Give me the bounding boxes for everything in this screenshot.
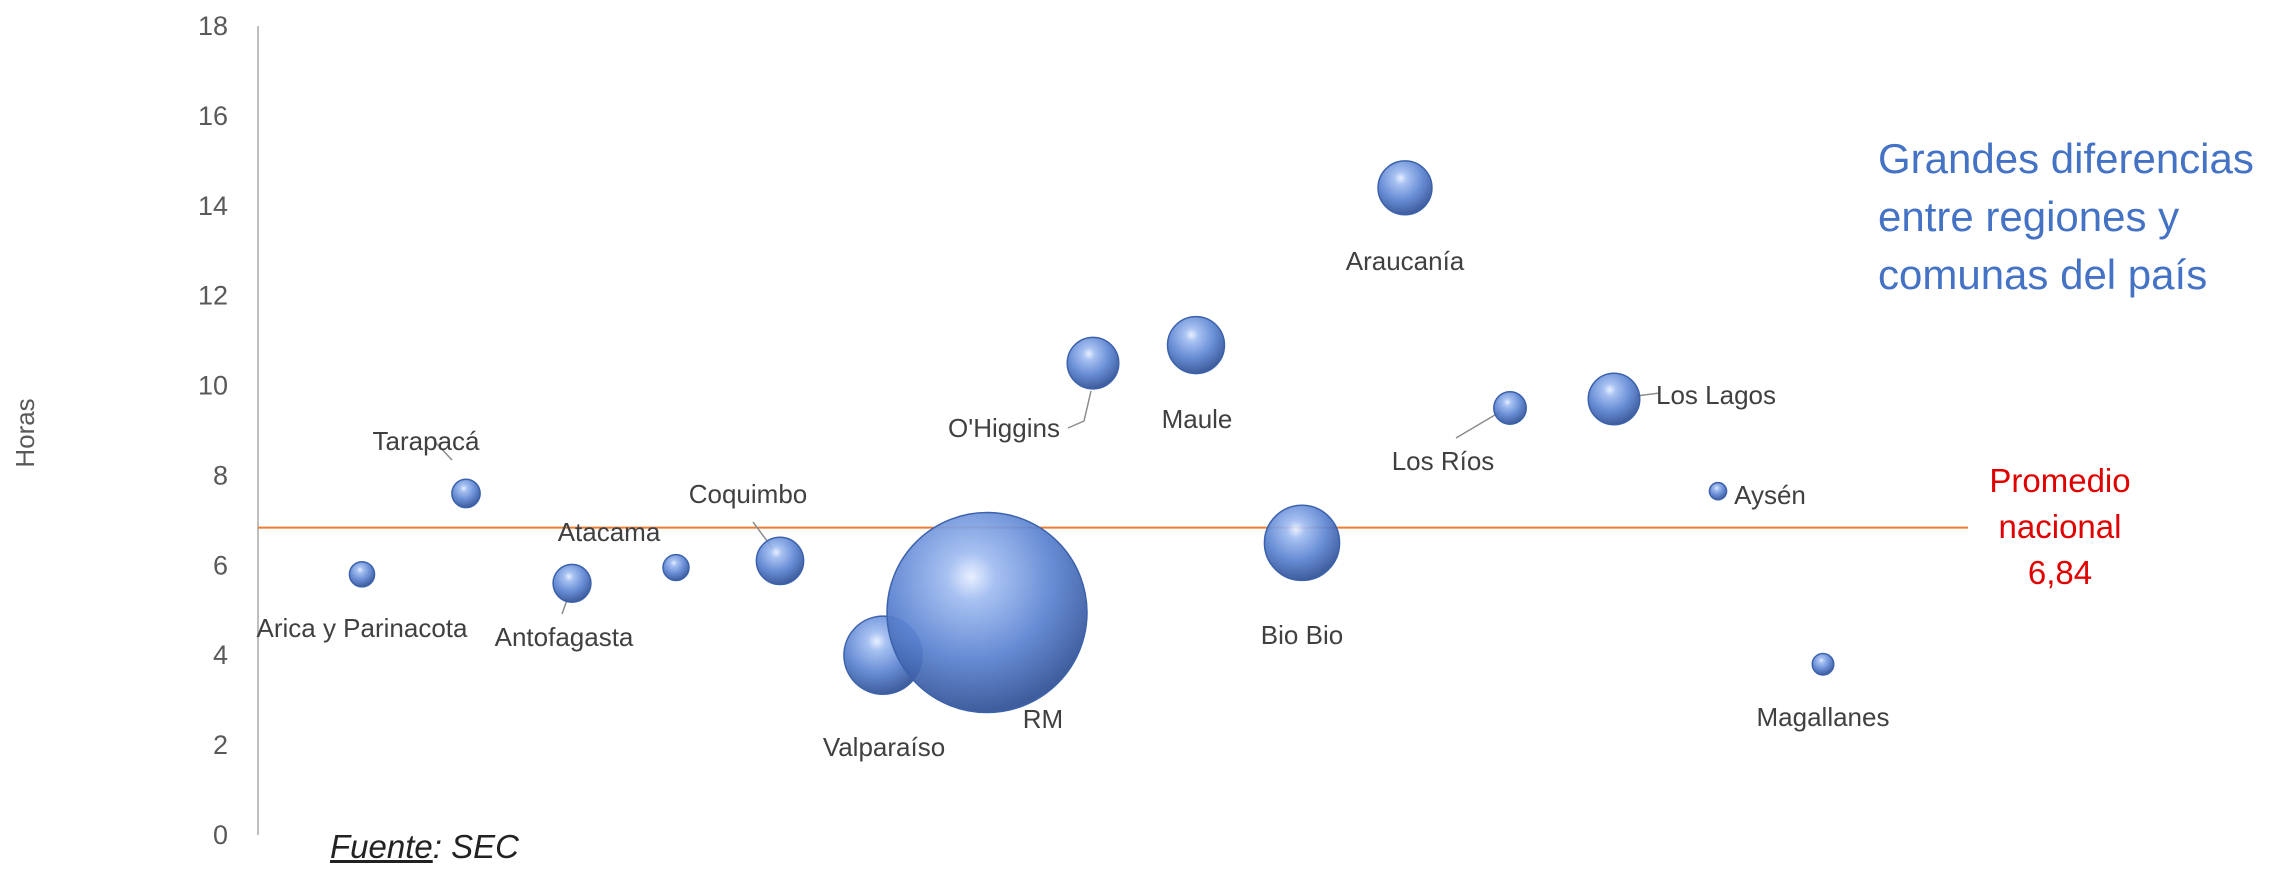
y-tick-label: 16 <box>198 101 228 131</box>
leader-line-los-rios <box>1455 411 1501 439</box>
point-label-araucania: Araucanía <box>1346 246 1465 276</box>
leader-line-o-higgins <box>1067 390 1092 429</box>
point-label-valparaiso: Valparaíso <box>823 732 945 762</box>
point-label-tarapaca: Tarapacá <box>373 426 480 456</box>
annotation-line-3: comunas del país <box>1878 251 2208 298</box>
annotation-line-2: entre regiones y <box>1878 193 2180 240</box>
point-label-rm: RM <box>1023 704 1063 734</box>
y-tick-label: 18 <box>198 11 228 41</box>
point-label-coquimbo: Coquimbo <box>689 479 808 509</box>
y-tick-label: 2 <box>213 730 228 760</box>
point-label-los-lagos: Los Lagos <box>1656 380 1776 410</box>
annotation-text: Grandes diferencias entre regiones y com… <box>1878 130 2254 304</box>
source-note: Fuente: SEC <box>330 828 519 866</box>
y-tick-label: 0 <box>213 820 228 850</box>
bubble-coquimbo <box>755 536 805 586</box>
bubbles <box>348 160 1835 714</box>
average-label-line-2: nacional <box>1998 508 2122 545</box>
average-label-line-1: Promedio <box>1989 462 2131 499</box>
point-label-aysen: Aysén <box>1734 480 1806 510</box>
bubble-antofagasta <box>552 563 592 603</box>
average-label: Promedio nacional 6,84 <box>1950 458 2170 596</box>
bubble-o-higgins <box>1066 336 1120 390</box>
point-label-antofagasta: Antofagasta <box>495 622 634 652</box>
y-tick-label: 4 <box>213 640 228 670</box>
point-label-magallanes: Magallanes <box>1757 702 1890 732</box>
annotation-line-1: Grandes diferencias <box>1878 135 2254 182</box>
point-label-maule: Maule <box>1162 404 1233 434</box>
point-labels: Arica y Parinacota Tarapacá Antofagasta Ata… <box>257 246 1890 762</box>
bubble-los-lagos <box>1587 372 1641 426</box>
bubble-tarapaca <box>451 478 481 509</box>
y-axis: 0 2 4 6 8 10 12 14 16 18 <box>198 11 1968 850</box>
y-tick-label: 14 <box>198 191 228 221</box>
point-label-arica-y-parinacota: Arica y Parinacota <box>257 613 469 643</box>
bubble-atacama <box>662 553 690 582</box>
bubble-aysen <box>1708 481 1728 501</box>
point-label-los-rios: Los Ríos <box>1392 446 1495 476</box>
bubble-maule <box>1166 315 1226 375</box>
bubble-los-rios <box>1493 391 1527 425</box>
average-label-line-3: 6,84 <box>2027 554 2093 591</box>
y-tick-label: 6 <box>213 550 228 580</box>
bubble-bio-bio <box>1263 504 1341 582</box>
point-label-o-higgins: O'Higgins <box>948 413 1060 443</box>
bubble-rm <box>886 511 1088 714</box>
y-tick-label: 10 <box>198 371 228 401</box>
point-label-atacama: Atacama <box>558 517 661 547</box>
source-label: Fuente <box>330 828 433 865</box>
leader-line-tarapaca <box>435 442 453 461</box>
bubble-arica-y-parinacota <box>348 561 376 588</box>
y-axis-label: Horas <box>10 398 40 467</box>
leader-line-antofagasta <box>561 599 568 615</box>
source-value: : SEC <box>432 828 519 865</box>
y-tick-label: 8 <box>213 460 228 490</box>
bubble-araucania <box>1377 160 1433 216</box>
point-label-bio-bio: Bio Bio <box>1261 620 1343 650</box>
bubble-magallanes <box>1811 652 1835 676</box>
y-tick-label: 12 <box>198 281 228 311</box>
